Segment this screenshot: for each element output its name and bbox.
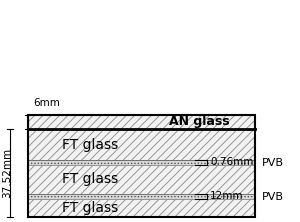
Text: FT glass: FT glass (62, 172, 118, 186)
Text: FT glass: FT glass (62, 138, 118, 152)
Bar (28, 160, 255, 165)
Text: 6mm: 6mm (33, 98, 60, 108)
Text: PVB: PVB (262, 192, 284, 202)
Text: AN glass: AN glass (169, 115, 230, 129)
Text: 12mm: 12mm (210, 191, 244, 201)
Bar (28, 115, 255, 217)
Text: 0.76mm: 0.76mm (210, 157, 254, 167)
Text: PVB: PVB (262, 157, 284, 168)
Bar (28, 165, 255, 194)
Bar (28, 199, 255, 217)
Bar (28, 130, 255, 160)
Text: FT glass: FT glass (62, 201, 118, 215)
Text: 37.52mm: 37.52mm (2, 148, 12, 198)
Bar (28, 115, 255, 129)
Bar (28, 194, 255, 199)
